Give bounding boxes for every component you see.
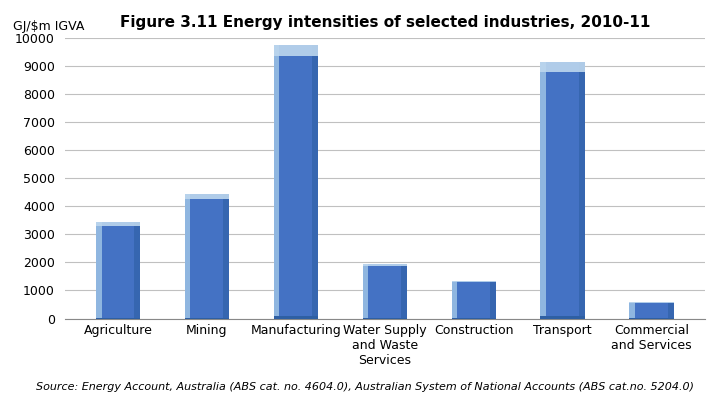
Bar xyxy=(363,264,407,318)
Bar xyxy=(629,302,635,318)
Bar xyxy=(184,194,229,199)
Bar xyxy=(490,281,496,318)
Bar xyxy=(184,194,229,318)
Bar xyxy=(96,222,140,318)
Bar xyxy=(451,281,496,282)
Bar xyxy=(541,62,585,318)
Bar xyxy=(96,222,140,226)
Bar xyxy=(184,194,191,318)
Bar xyxy=(541,316,585,318)
Bar xyxy=(96,222,102,318)
Bar xyxy=(274,45,318,318)
Bar xyxy=(451,281,457,318)
Bar xyxy=(312,45,318,318)
Bar xyxy=(579,62,585,318)
Bar xyxy=(541,62,546,318)
Text: GJ/$m IGVA: GJ/$m IGVA xyxy=(14,20,85,33)
Bar xyxy=(668,302,674,318)
Text: Source: Energy Account, Australia (ABS cat. no. 4604.0), Australian System of Na: Source: Energy Account, Australia (ABS c… xyxy=(36,382,694,392)
Title: Figure 3.11 Energy intensities of selected industries, 2010-11: Figure 3.11 Energy intensities of select… xyxy=(120,15,650,30)
Bar xyxy=(363,264,369,318)
Bar xyxy=(363,264,407,266)
Bar xyxy=(274,316,318,318)
Bar xyxy=(541,62,585,72)
Bar xyxy=(274,45,318,56)
Bar xyxy=(451,281,496,318)
Bar xyxy=(274,45,279,318)
Bar xyxy=(135,222,140,318)
Bar xyxy=(629,302,674,318)
Bar xyxy=(629,302,674,303)
Bar xyxy=(223,194,229,318)
Bar xyxy=(401,264,407,318)
